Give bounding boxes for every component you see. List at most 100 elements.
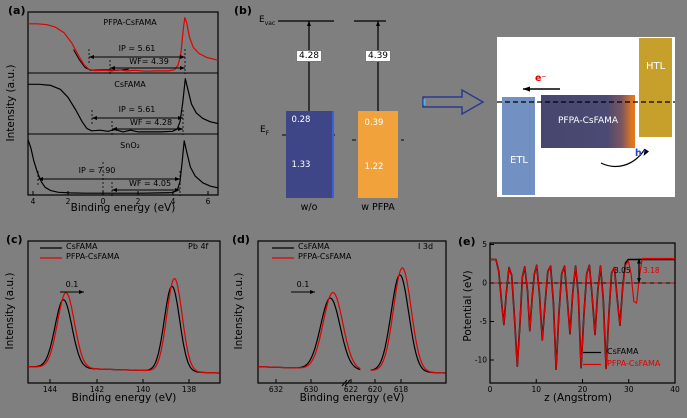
arrowhead-icon [637, 278, 641, 283]
x-tick-label: 618 [394, 385, 409, 394]
ef-main: E [260, 125, 266, 135]
x-tick-label: 622 [344, 385, 359, 394]
x-tick-label: 144 [43, 385, 58, 394]
wf-annotation-pfpa: WF= 4.39 [129, 57, 169, 66]
arrowhead-icon [110, 66, 115, 70]
electron-arrowhead-icon [523, 86, 530, 92]
ip-annotation-sno2: IP = 7.90 [78, 166, 116, 175]
x-tick-label: 0 [488, 385, 493, 394]
energy-bar-with-pfpa [358, 111, 398, 198]
arrowhead-icon [376, 21, 380, 26]
panel-a-ylabel: Intensity (a.u.) [5, 64, 17, 142]
band-schematic-box: ETL HTL PFPA-CsFAMA e⁻ h⁺ [497, 37, 675, 197]
vacuum-level-pfpa: 3.18 [643, 266, 660, 275]
panel-c-label: (c) [6, 233, 23, 246]
arrowhead-icon [175, 177, 180, 181]
panel-c-corner-label: Pb 4f [188, 242, 209, 251]
vbm-value-without: 1.33 [291, 160, 311, 170]
cbm-value-without: 0.28 [291, 115, 311, 125]
evac-label: Evac [259, 15, 276, 27]
bar-label-without: w/o [300, 202, 318, 213]
panel-e-legend-pfpa: PFPA-CsFAMA [607, 359, 661, 368]
arrowhead-icon [310, 290, 315, 294]
ip-annotation-pfpa: IP = 5.61 [118, 44, 156, 53]
y-tick-label: 0 [482, 279, 487, 288]
arrowhead-icon [79, 290, 84, 294]
arrowhead-icon [178, 127, 183, 131]
y-tick-label: 5 [482, 240, 487, 249]
panel-d-chart: 632 630 622 620 618 [257, 240, 447, 394]
ip-annotation-csfama: IP = 5.61 [118, 105, 156, 114]
x-tick-label: 2 [66, 197, 71, 206]
htl-label: HTL [646, 61, 666, 72]
arrowhead-icon [637, 258, 641, 264]
x-tick-label: 40 [670, 385, 680, 394]
arrowhead-icon [112, 127, 117, 131]
xps-curve-1 [258, 291, 361, 370]
etl-label: ETL [510, 155, 528, 166]
x-tick-label: 0 [101, 197, 106, 206]
vacuum-level-csfama: 3.05 [614, 266, 631, 275]
arrowhead-icon [92, 116, 97, 120]
axis-break-icon [341, 379, 348, 387]
spectrum-curve-2 [27, 139, 219, 194]
panel-c-legend-csfama: CsFAMA [66, 242, 98, 251]
cbm-value-with: 0.39 [364, 118, 384, 128]
absorber-label: PFPA-CsFAMA [557, 116, 619, 126]
arrowhead-icon [178, 116, 183, 120]
x-tick-label: 30 [624, 385, 634, 394]
panel-d-shift-label: 0.1 [296, 280, 310, 289]
x-tick-label: 2 [136, 197, 141, 206]
curve-label-sno2: SnO₂ [120, 141, 140, 150]
wf-value-with: 4.39 [364, 50, 392, 62]
xps-curve-1 [28, 277, 220, 374]
ef-label: EF [260, 125, 270, 137]
panel-frame [257, 240, 447, 384]
arrowhead-icon [175, 188, 180, 192]
spectrum-curve-0 [28, 17, 219, 72]
electron-label: e⁻ [535, 73, 547, 84]
ef-sub: F [265, 129, 270, 137]
block-arrow-icon [422, 88, 485, 116]
panel-d-ylabel: Intensity (a.u.) [233, 272, 245, 350]
hole-arrow [600, 148, 646, 167]
panel-c-xlabel: Binding energy (eV) [71, 392, 177, 404]
arrowhead-icon [180, 55, 185, 59]
curve-label-csfama: CsFAMA [114, 80, 146, 89]
bar-label-with: w PFPA [361, 202, 395, 213]
panel-d-xlabel: Binding energy (eV) [299, 392, 405, 404]
xps-curve-1 [370, 267, 446, 374]
block-arrow-outline [422, 88, 485, 116]
arrowhead-icon [89, 55, 94, 59]
arrowhead-icon [180, 66, 185, 70]
panel-e-legend-csfama: CsFAMA [607, 347, 639, 356]
x-tick-label: 4 [31, 197, 36, 206]
panel-e-label: (e) [458, 235, 476, 248]
x-tick-label: 6 [206, 197, 211, 206]
hole-arrowhead-icon [643, 149, 649, 156]
panel-d-legend-csfama: CsFAMA [298, 242, 330, 251]
energy-bar-without-pfpa [286, 111, 334, 198]
panel-c-ylabel: Intensity (a.u.) [4, 272, 16, 350]
evac-sub: vac [264, 19, 276, 27]
x-tick-label: 142 [90, 385, 105, 394]
x-tick-label: 20 [578, 385, 588, 394]
x-tick-label: 140 [136, 385, 151, 394]
panel-a-chart: 4 2 0 2 4 6 [27, 11, 219, 206]
arrowhead-icon [112, 188, 117, 192]
wf-value-without: 4.28 [295, 50, 323, 62]
arrowhead-icon [38, 177, 43, 181]
wf-annotation-csfama: WF = 4.28 [129, 118, 173, 127]
panel-c-legend-pfpa: PFPA-CsFAMA [66, 252, 120, 261]
x-tick-label: 4 [171, 197, 176, 206]
band-schematic-lines [497, 86, 675, 167]
etl-bar [502, 97, 535, 195]
y-tick-label: -5 [480, 317, 488, 326]
hole-label: h⁺ [635, 148, 647, 159]
panel-e-xlabel: z (Angstrom) [544, 392, 612, 404]
panel-a-frame [27, 11, 219, 196]
y-tick-label: -10 [475, 356, 487, 365]
htl-bar [639, 38, 672, 137]
